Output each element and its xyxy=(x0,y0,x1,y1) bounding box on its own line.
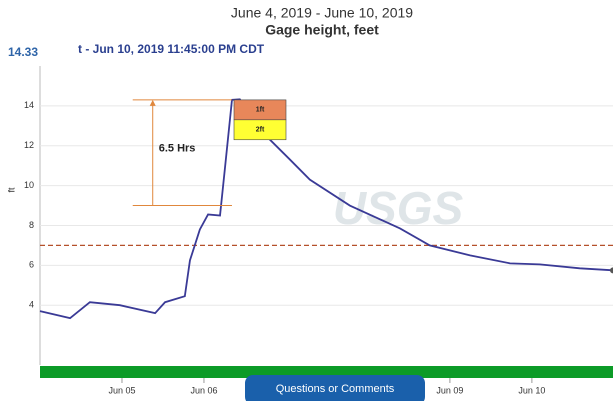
current-value: 14.33 xyxy=(8,45,38,59)
current-label: t - Jun 10, 2019 11:45:00 PM CDT xyxy=(78,42,265,56)
status-bar xyxy=(40,366,613,378)
button-label[interactable]: Questions or Comments xyxy=(276,383,395,395)
watermark: USGS xyxy=(333,182,464,234)
y-tick-label: 6 xyxy=(29,260,34,270)
y-tick-label: 12 xyxy=(24,140,34,150)
x-tick-label: Jun 10 xyxy=(518,385,545,395)
x-tick-label: Jun 05 xyxy=(108,385,135,395)
y-tick-label: 10 xyxy=(24,180,34,190)
x-tick-label: Jun 06 xyxy=(190,385,217,395)
y-tick-label: 4 xyxy=(29,300,34,310)
height-box xyxy=(233,119,287,141)
y-tick-label: 14 xyxy=(24,100,34,110)
box-label: 1ft xyxy=(256,107,265,114)
chart-subtitle: Gage height, feet xyxy=(265,22,379,38)
button-bg[interactable] xyxy=(245,375,425,401)
chart-title: June 4, 2019 - June 10, 2019 xyxy=(231,5,413,21)
end-point xyxy=(610,267,613,274)
y-tick-label: 8 xyxy=(29,220,34,230)
span-label: 6.5 Hrs xyxy=(159,143,196,155)
button[interactable]: Questions or Comments xyxy=(245,375,425,401)
data-line xyxy=(39,98,613,320)
x-tick-label: Jun 09 xyxy=(436,385,463,395)
box-label: 2ft xyxy=(256,127,265,134)
y-axis-label: ft xyxy=(6,187,16,193)
arrow-head xyxy=(149,99,156,106)
